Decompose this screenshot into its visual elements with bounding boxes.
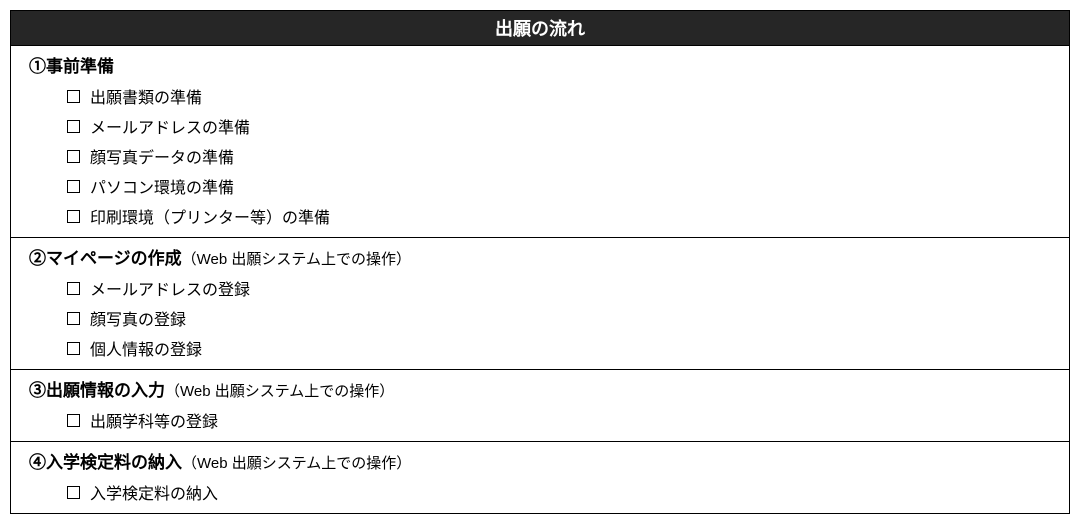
checkbox-icon: [67, 180, 80, 193]
check-item: 出願書類の準備: [11, 81, 1069, 111]
checklist-4: 入学検定料の納入: [11, 477, 1069, 513]
check-item: 顔写真データの準備: [11, 141, 1069, 171]
checkbox-icon: [67, 342, 80, 355]
section-name: 出願情報の入力: [46, 381, 165, 400]
flow-table: 出願の流れ ①事前準備 出願書類の準備 メールアドレスの準備 顔写真データの準備…: [10, 10, 1070, 514]
section-number: ③: [29, 381, 46, 400]
check-item: パソコン環境の準備: [11, 171, 1069, 201]
checkbox-icon: [67, 282, 80, 295]
checkbox-icon: [67, 210, 80, 223]
section-3: ③出願情報の入力（Web 出願システム上での操作） 出願学科等の登録: [11, 370, 1069, 442]
check-item: 印刷環境（プリンター等）の準備: [11, 201, 1069, 231]
header-title: 出願の流れ: [495, 19, 585, 39]
section-title-4: ④入学検定料の納入（Web 出願システム上での操作）: [11, 442, 1069, 477]
section-4: ④入学検定料の納入（Web 出願システム上での操作） 入学検定料の納入: [11, 442, 1069, 513]
checkbox-icon: [67, 150, 80, 163]
checkbox-icon: [67, 90, 80, 103]
checkbox-icon: [67, 120, 80, 133]
check-label: 顔写真データの準備: [90, 144, 234, 168]
section-title-2: ②マイページの作成（Web 出願システム上での操作）: [11, 238, 1069, 273]
check-label: 入学検定料の納入: [90, 480, 218, 504]
check-item: メールアドレスの登録: [11, 273, 1069, 303]
section-subtitle: （Web 出願システム上での操作）: [165, 383, 394, 400]
section-title-3: ③出願情報の入力（Web 出願システム上での操作）: [11, 370, 1069, 405]
section-subtitle: （Web 出願システム上での操作）: [182, 455, 411, 472]
section-number: ④: [29, 453, 46, 472]
check-label: パソコン環境の準備: [90, 174, 234, 198]
section-name: 入学検定料の納入: [46, 453, 182, 472]
section-number: ②: [29, 249, 46, 268]
section-title-1: ①事前準備: [11, 46, 1069, 81]
check-label: 印刷環境（プリンター等）の準備: [90, 204, 330, 228]
check-label: 出願学科等の登録: [90, 408, 218, 432]
check-item: 出願学科等の登録: [11, 405, 1069, 435]
section-number: ①: [29, 57, 46, 76]
section-2: ②マイページの作成（Web 出願システム上での操作） メールアドレスの登録 顔写…: [11, 238, 1069, 370]
check-label: 出願書類の準備: [90, 84, 202, 108]
check-label: 個人情報の登録: [90, 336, 202, 360]
check-label: メールアドレスの登録: [90, 276, 250, 300]
checkbox-icon: [67, 312, 80, 325]
checklist-3: 出願学科等の登録: [11, 405, 1069, 441]
section-1: ①事前準備 出願書類の準備 メールアドレスの準備 顔写真データの準備 パソコン環…: [11, 46, 1069, 238]
checkbox-icon: [67, 486, 80, 499]
checklist-1: 出願書類の準備 メールアドレスの準備 顔写真データの準備 パソコン環境の準備 印…: [11, 81, 1069, 237]
section-subtitle: （Web 出願システム上での操作）: [182, 251, 411, 268]
section-name: 事前準備: [46, 57, 114, 76]
check-item: 入学検定料の納入: [11, 477, 1069, 507]
check-item: メールアドレスの準備: [11, 111, 1069, 141]
checkbox-icon: [67, 414, 80, 427]
check-label: メールアドレスの準備: [90, 114, 250, 138]
check-item: 顔写真の登録: [11, 303, 1069, 333]
check-label: 顔写真の登録: [90, 306, 186, 330]
checklist-2: メールアドレスの登録 顔写真の登録 個人情報の登録: [11, 273, 1069, 369]
table-header: 出願の流れ: [11, 11, 1069, 46]
check-item: 個人情報の登録: [11, 333, 1069, 363]
section-name: マイページの作成: [46, 249, 182, 268]
